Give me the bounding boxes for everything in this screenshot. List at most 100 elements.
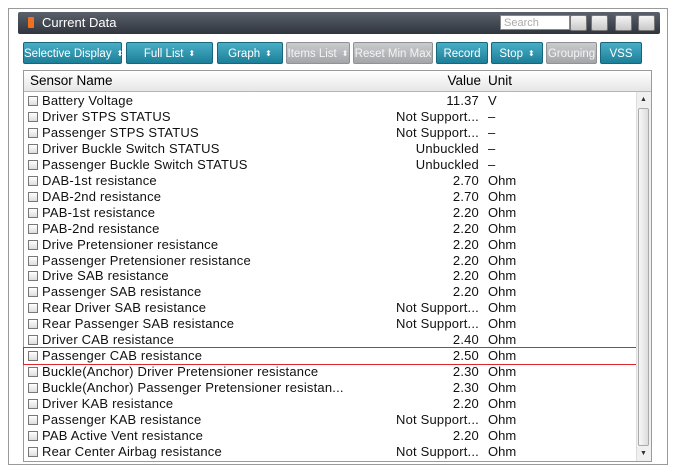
table-row[interactable]: Driver CAB resistance 2.40 Ohm	[24, 332, 636, 348]
search-box[interactable]: Search	[500, 15, 570, 30]
toolbar-button[interactable]: Selective Display ⬍	[23, 42, 124, 64]
table-row[interactable]: Passenger STPS STATUS Not Support... –	[24, 125, 636, 141]
sensor-unit: Ohm	[488, 316, 517, 332]
checkbox[interactable]	[28, 207, 38, 218]
sensor-unit: Ohm	[488, 427, 517, 443]
toolbar-button[interactable]: Reset Min Max	[353, 42, 433, 64]
sensor-name: PAB-1st resistance	[42, 204, 156, 220]
button-label[interactable]: Stop	[499, 48, 523, 60]
checkbox[interactable]	[28, 415, 38, 425]
checkbox[interactable]	[28, 271, 38, 282]
checkbox[interactable]	[28, 239, 38, 250]
table-row[interactable]: Passenger SAB resistance 2.20 Ohm	[24, 284, 636, 300]
table-row[interactable]: Rear Center Airbag resistance Not Support…	[24, 444, 636, 460]
retry-button[interactable]	[615, 15, 632, 31]
table-row[interactable]: Drive SAB resistance 2.20 Ohm	[24, 268, 636, 284]
button-label[interactable]: Selective Display	[24, 48, 112, 60]
checkbox[interactable]	[28, 191, 38, 202]
list-button[interactable]	[591, 15, 608, 31]
checkbox[interactable]	[28, 351, 38, 362]
sensor-name: Driver KAB resistance	[42, 396, 174, 412]
button-label[interactable]: Grouping	[547, 48, 596, 60]
checkbox[interactable]	[28, 143, 38, 154]
sensor-value: Not Support...	[395, 316, 479, 332]
checkbox[interactable]	[28, 175, 38, 186]
sensor-name: Buckle(Anchor) Passenger Pretensioner re…	[42, 380, 344, 396]
layout-button[interactable]	[638, 15, 655, 31]
checkbox[interactable]	[28, 303, 38, 314]
dropdown-arrow[interactable]: ⬍	[527, 49, 535, 58]
button-label[interactable]: Record	[443, 48, 481, 60]
checkbox[interactable]	[28, 399, 38, 410]
table-row[interactable]: Passenger CAB resistance 2.50 Ohm	[23, 347, 637, 366]
table-row[interactable]: Rear Driver SAB resistance Not Support...…	[24, 300, 636, 316]
table-row[interactable]: Driver KAB resistance 2.20 Ohm	[24, 396, 636, 412]
table-row[interactable]: DAB-2nd resistance 2.70 Ohm	[24, 189, 636, 205]
sensor-name: Battery Voltage	[42, 93, 134, 108]
checkbox[interactable]	[28, 223, 38, 234]
checkbox[interactable]	[28, 446, 38, 457]
sensor-unit: Ohm	[488, 364, 517, 380]
table-row[interactable]: PAB Active Vent resistance 2.20 Ohm	[24, 428, 636, 444]
checkbox[interactable]	[28, 127, 38, 138]
table-row[interactable]: PAB-1st resistance 2.20 Ohm	[24, 205, 636, 221]
sensor-value: 2.20	[452, 236, 479, 252]
button-label[interactable]: Graph	[228, 48, 261, 60]
table-row[interactable]: Rear Passenger SAB resistance Not Support…	[24, 316, 636, 332]
checkbox[interactable]	[28, 430, 38, 441]
scroll-down[interactable]: ▼	[640, 450, 647, 457]
sensor-unit: –	[488, 140, 496, 156]
sensor-name: Driver CAB resistance	[42, 332, 175, 348]
checkbox[interactable]	[28, 287, 38, 298]
window-frame	[8, 8, 668, 465]
scroll-thumb[interactable]	[638, 108, 649, 446]
sensor-value: 2.70	[452, 172, 479, 188]
toolbar-button[interactable]: Stop ⬍	[491, 42, 543, 64]
sensor-value: 2.40	[452, 332, 479, 348]
table-row[interactable]: Passenger Pretensioner resistance 2.20 Ohm	[24, 253, 636, 269]
sensor-value: 2.20	[452, 427, 479, 443]
table-row[interactable]: Passenger KAB resistance Not Support... Oh…	[24, 412, 636, 428]
dropdown-arrow[interactable]: ⬍	[116, 49, 124, 58]
table-row[interactable]: Driver STPS STATUS Not Support... –	[24, 109, 636, 125]
checkbox[interactable]	[28, 335, 38, 346]
toolbar-button[interactable]: Grouping	[546, 42, 597, 64]
table-row[interactable]: PAB-2nd resistance 2.20 Ohm	[24, 221, 636, 237]
toolbar-button[interactable]: Record	[436, 42, 488, 64]
toolbar-button[interactable]: Full List ⬍	[126, 42, 213, 64]
table-row[interactable]: Driver Buckle Switch STATUS Unbuckled –	[24, 141, 636, 157]
table-header: Sensor Name Value Unit	[24, 71, 651, 92]
sensor-value: Not Support...	[395, 124, 479, 140]
table-row[interactable]: Buckle(Anchor) Passenger Pretensioner re…	[24, 380, 636, 396]
checkbox[interactable]	[28, 111, 38, 122]
toolbar-button[interactable]: Items List ⬍	[286, 42, 350, 64]
sensor-name: DAB-2nd resistance	[42, 188, 162, 204]
button-label[interactable]: VSS	[609, 48, 633, 60]
sensor-value: 2.30	[452, 380, 479, 396]
checkbox[interactable]	[28, 383, 38, 394]
table-row[interactable]: Drive Pretensioner resistance 2.20 Ohm	[24, 237, 636, 253]
dropdown-arrow[interactable]: ⬍	[188, 49, 196, 58]
dropdown-arrow[interactable]: ⬍	[341, 49, 349, 58]
sensor-name: Drive Pretensioner resistance	[42, 236, 219, 252]
dropdown-arrow[interactable]: ⬍	[265, 49, 272, 58]
toolbar-button[interactable]: VSS	[600, 42, 642, 64]
scroll-up[interactable]: ▲	[640, 96, 647, 103]
scrollbar[interactable]: ▲ ▼	[636, 92, 651, 461]
button-label[interactable]: Items List	[287, 48, 337, 60]
table-row[interactable]: Passenger Buckle Switch STATUS Unbuckled –	[24, 157, 636, 173]
table-row[interactable]: Battery Voltage 11.37 V	[24, 93, 636, 109]
sensor-name: Driver Buckle Switch STATUS	[42, 140, 220, 156]
button-label[interactable]: Reset Min Max	[354, 48, 432, 60]
checkbox[interactable]	[28, 367, 38, 378]
toolbar-button[interactable]: Graph ⬍	[217, 42, 283, 64]
checkbox[interactable]	[28, 159, 38, 170]
search-button[interactable]	[570, 15, 587, 31]
checkbox[interactable]	[28, 319, 38, 330]
sensor-value: 2.20	[452, 284, 479, 300]
table-row[interactable]: Buckle(Anchor) Driver Pretensioner resis…	[24, 364, 636, 380]
checkbox[interactable]	[28, 96, 38, 106]
button-label[interactable]: Full List	[143, 48, 184, 60]
checkbox[interactable]	[28, 255, 38, 266]
table-row[interactable]: DAB-1st resistance 2.70 Ohm	[24, 173, 636, 189]
